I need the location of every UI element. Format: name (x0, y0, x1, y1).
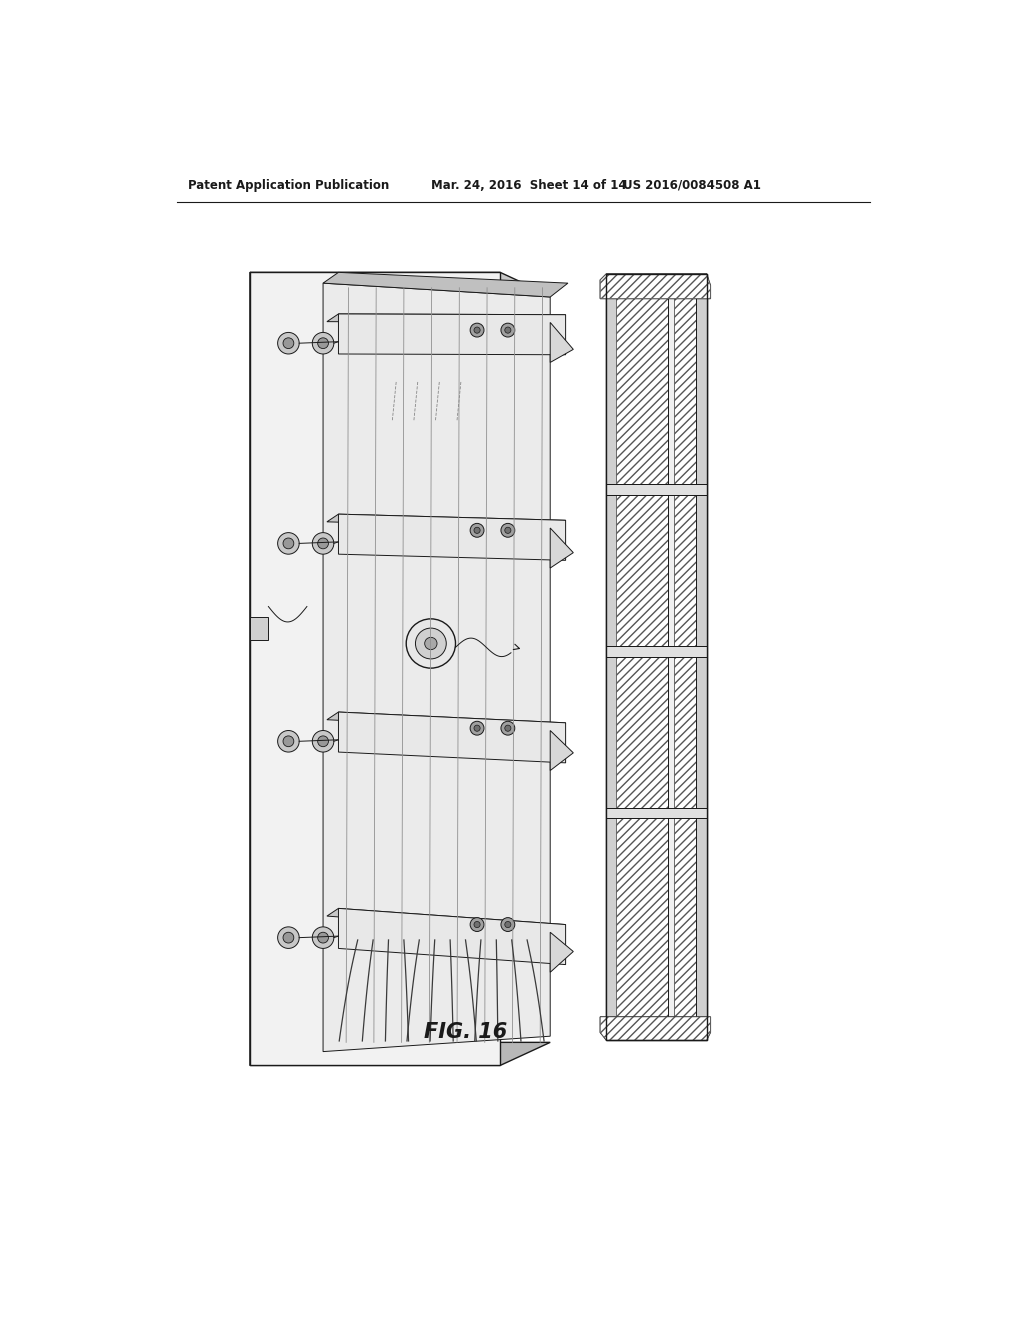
Circle shape (312, 730, 334, 752)
Text: Patent Application Publication: Patent Application Publication (188, 178, 389, 191)
Circle shape (312, 533, 334, 554)
Polygon shape (327, 515, 565, 528)
Bar (606, 645, 707, 656)
Circle shape (283, 539, 294, 549)
Circle shape (470, 323, 484, 337)
Polygon shape (327, 908, 565, 932)
Bar (674, 275, 695, 1040)
Circle shape (474, 327, 480, 333)
Text: Mar. 24, 2016  Sheet 14 of 14: Mar. 24, 2016 Sheet 14 of 14 (431, 178, 627, 191)
Polygon shape (250, 272, 550, 296)
Text: FIG. 16: FIG. 16 (424, 1023, 507, 1043)
Circle shape (470, 917, 484, 932)
Circle shape (505, 921, 511, 928)
Circle shape (474, 921, 480, 928)
Circle shape (425, 638, 437, 649)
Circle shape (278, 730, 299, 752)
Circle shape (317, 338, 329, 348)
Polygon shape (327, 711, 565, 730)
Bar (606, 275, 707, 1040)
Bar (606, 275, 615, 1040)
Polygon shape (600, 1016, 711, 1040)
Circle shape (283, 932, 294, 942)
Bar (695, 275, 707, 1040)
Circle shape (505, 527, 511, 533)
Circle shape (470, 524, 484, 537)
Circle shape (278, 927, 299, 948)
Text: FIG. 17: FIG. 17 (614, 1023, 698, 1043)
Circle shape (501, 917, 515, 932)
Polygon shape (550, 322, 573, 363)
Polygon shape (550, 528, 573, 568)
Polygon shape (339, 515, 565, 561)
Circle shape (317, 737, 329, 747)
Polygon shape (550, 932, 573, 973)
Circle shape (312, 927, 334, 948)
Polygon shape (250, 1043, 550, 1065)
Polygon shape (550, 730, 573, 771)
Polygon shape (327, 314, 565, 322)
Polygon shape (600, 275, 711, 298)
Circle shape (501, 323, 515, 337)
Circle shape (416, 628, 446, 659)
Polygon shape (323, 284, 550, 1052)
Circle shape (474, 527, 480, 533)
Circle shape (312, 333, 334, 354)
Circle shape (501, 721, 515, 735)
Polygon shape (250, 272, 307, 1065)
Circle shape (505, 327, 511, 333)
Bar (606, 484, 707, 495)
Bar (615, 275, 668, 1040)
Circle shape (505, 725, 511, 731)
Circle shape (474, 725, 480, 731)
Polygon shape (600, 1016, 711, 1040)
Polygon shape (600, 275, 711, 298)
Circle shape (501, 524, 515, 537)
Circle shape (470, 721, 484, 735)
Bar (668, 275, 674, 1040)
Polygon shape (339, 314, 565, 355)
Circle shape (317, 539, 329, 549)
Circle shape (283, 737, 294, 747)
Polygon shape (323, 272, 568, 297)
Circle shape (278, 533, 299, 554)
Circle shape (407, 619, 456, 668)
Polygon shape (250, 272, 500, 1065)
Circle shape (317, 932, 329, 942)
Text: US 2016/0084508 A1: US 2016/0084508 A1 (624, 178, 761, 191)
Bar (250, 616, 268, 640)
Polygon shape (339, 908, 565, 965)
Bar (606, 808, 707, 818)
Circle shape (278, 333, 299, 354)
Circle shape (283, 338, 294, 348)
Polygon shape (339, 711, 565, 763)
Bar (606, 275, 707, 1040)
